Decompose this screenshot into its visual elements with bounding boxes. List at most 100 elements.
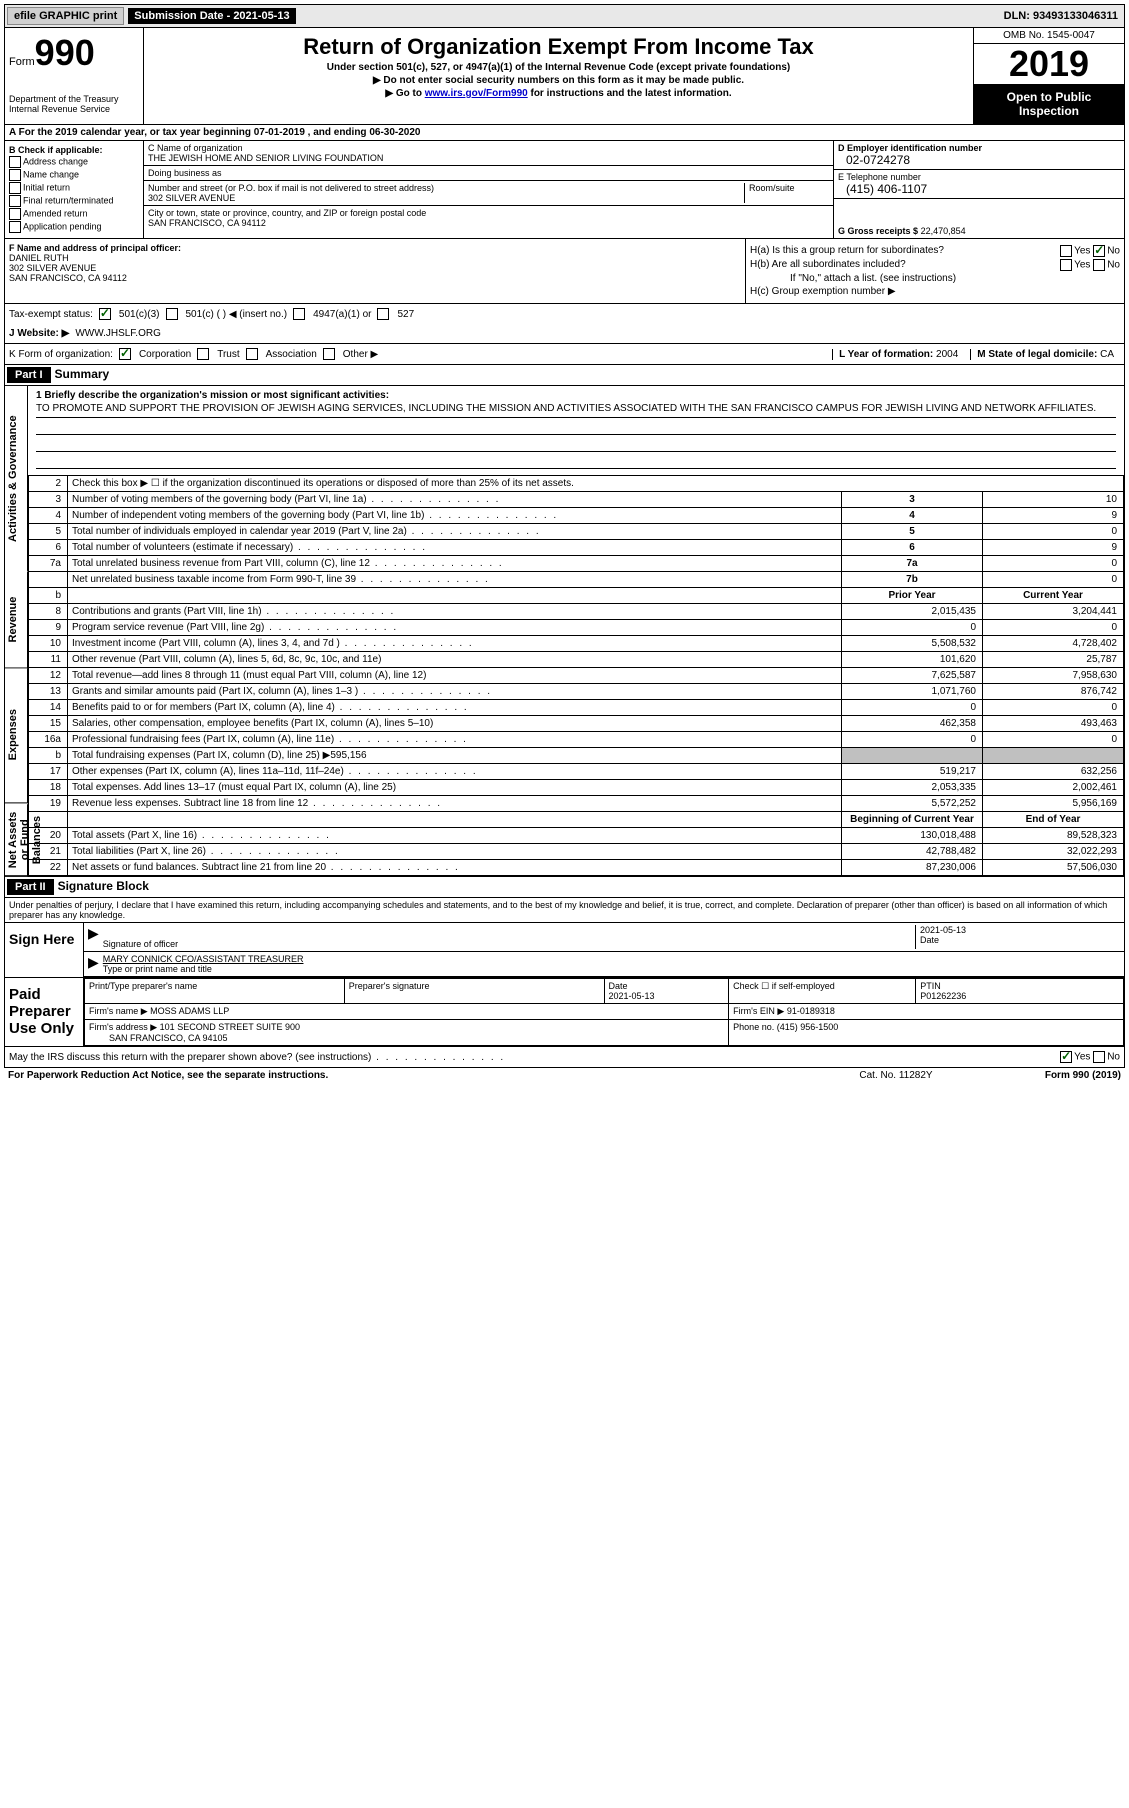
subtitle-3: ▶ Go to www.irs.gov/Form990 for instruct… (148, 88, 969, 99)
cb-final[interactable]: Final return/terminated (9, 195, 139, 207)
col-f-officer: F Name and address of principal officer:… (5, 239, 746, 303)
summary-table-top: 2Check this box ▶ ☐ if the organization … (28, 475, 1124, 876)
ein-label: D Employer identification number (838, 143, 982, 153)
m-value: CA (1100, 349, 1114, 360)
footer-mid: Cat. No. 11282Y (821, 1070, 971, 1081)
city-label: City or town, state or province, country… (148, 208, 829, 218)
cb-address[interactable]: Address change (9, 156, 139, 168)
col-h-group: H(a) Is this a group return for subordin… (746, 239, 1124, 303)
addr-value: 302 SILVER AVENUE (148, 193, 744, 203)
preparer-table: Print/Type preparer's name Preparer's si… (84, 978, 1124, 1046)
room-label: Room/suite (749, 183, 829, 193)
subtitle-1: Under section 501(c), 527, or 4947(a)(1)… (148, 62, 969, 73)
footer-left: For Paperwork Reduction Act Notice, see … (8, 1070, 821, 1081)
efile-button[interactable]: efile GRAPHIC print (7, 7, 124, 25)
cb-discuss-no[interactable] (1093, 1051, 1105, 1063)
irs-link[interactable]: www.irs.gov/Form990 (425, 88, 528, 99)
line1-label: 1 Briefly describe the organization's mi… (36, 390, 389, 401)
col-c-org: C Name of organization THE JEWISH HOME A… (144, 141, 833, 238)
form-number-box: Form990 Department of the Treasury Inter… (5, 28, 144, 124)
m-label: M State of legal domicile: (977, 349, 1097, 360)
officer-name-title: MARY CONNICK CFO/ASSISTANT TREASURER (103, 954, 1120, 964)
tax-exempt-row: Tax-exempt status: 501(c)(3) 501(c) ( ) … (4, 304, 1125, 324)
vert-activities: Activities & Governance (5, 386, 28, 571)
cb-trust[interactable] (197, 348, 209, 360)
footer-right: Form 990 (2019) (971, 1070, 1121, 1081)
cb-501c3[interactable] (99, 308, 111, 320)
paid-preparer-label: Paid Preparer Use Only (5, 978, 84, 1046)
part2-badge: Part II (7, 879, 54, 895)
section-fh: F Name and address of principal officer:… (4, 239, 1125, 304)
cb-501c[interactable] (166, 308, 178, 320)
date-label: Date (920, 935, 1120, 945)
discuss-row: May the IRS discuss this return with the… (5, 1046, 1124, 1067)
cb-corp[interactable] (119, 348, 131, 360)
website-value: WWW.JHSLF.ORG (75, 328, 161, 339)
hb-note: If "No," attach a list. (see instruction… (750, 273, 1120, 284)
part1-header-row: Part I Summary (4, 365, 1125, 386)
arrow-icon: ▶ (88, 925, 99, 949)
cb-initial[interactable]: Initial return (9, 182, 139, 194)
form-prefix: Form (9, 56, 35, 68)
l-label: L Year of formation: (839, 349, 933, 360)
cb-discuss-yes[interactable] (1060, 1051, 1072, 1063)
dba-label: Doing business as (148, 168, 829, 178)
footer: For Paperwork Reduction Act Notice, see … (4, 1068, 1125, 1083)
year-box: OMB No. 1545-0047 2019 Open to Public In… (973, 28, 1124, 124)
cb-other[interactable] (323, 348, 335, 360)
cb-527[interactable] (377, 308, 389, 320)
addr-label: Number and street (or P.O. box if mail i… (148, 183, 744, 193)
declaration: Under penalties of perjury, I declare th… (5, 898, 1124, 922)
officer-addr2: SAN FRANCISCO, CA 94112 (9, 273, 127, 283)
vert-netassets: Net Assets or Fund Balances (5, 804, 28, 876)
gross-label: G Gross receipts $ (838, 226, 918, 236)
cb-assoc[interactable] (246, 348, 258, 360)
tel-label: E Telephone number (838, 172, 1120, 182)
city-value: SAN FRANCISCO, CA 94112 (148, 218, 829, 228)
part1-title: Summary (51, 367, 110, 383)
signature-section: Under penalties of perjury, I declare th… (4, 898, 1125, 1068)
col-d-ein: D Employer identification number 02-0724… (833, 141, 1124, 238)
subtitle-2: ▶ Do not enter social security numbers o… (148, 75, 969, 86)
website-label: J Website: ▶ (9, 328, 69, 339)
part2-title: Signature Block (54, 879, 149, 895)
part2-header-row: Part II Signature Block (4, 877, 1125, 898)
cb-amended[interactable]: Amended return (9, 208, 139, 220)
cb-4947[interactable] (293, 308, 305, 320)
ein-value: 02-0724278 (838, 153, 1120, 167)
tax-exempt-label: Tax-exempt status: (9, 309, 93, 320)
dept-line-2: Internal Revenue Service (9, 104, 139, 114)
cb-application[interactable]: Application pending (9, 221, 139, 233)
open-public: Open to Public Inspection (974, 84, 1124, 124)
omb-number: OMB No. 1545-0047 (974, 28, 1124, 44)
part1-body: Activities & Governance Revenue Expenses… (4, 386, 1125, 877)
line2: Check this box ▶ ☐ if the organization d… (68, 476, 1124, 492)
k-label: K Form of organization: (9, 349, 113, 360)
officer-type-label: Type or print name and title (103, 964, 1120, 974)
officer-label: F Name and address of principal officer: (9, 243, 181, 253)
top-bar: efile GRAPHIC print Submission Date - 20… (4, 4, 1125, 28)
mission-text: TO PROMOTE AND SUPPORT THE PROVISION OF … (36, 403, 1116, 418)
form-title: Return of Organization Exempt From Incom… (148, 34, 969, 60)
l-value: 2004 (936, 349, 958, 360)
dept-line-1: Department of the Treasury (9, 94, 139, 104)
sign-here-label: Sign Here (5, 923, 84, 977)
hc-label: H(c) Group exemption number ▶ (750, 286, 1120, 297)
col-b-header: B Check if applicable: (9, 145, 103, 155)
submission-date: Submission Date - 2021-05-13 (128, 8, 295, 24)
vert-revenue: Revenue (5, 571, 28, 668)
form-header: Form990 Department of the Treasury Inter… (4, 28, 1125, 125)
mission-section: 1 Briefly describe the organization's mi… (28, 386, 1124, 475)
dln: DLN: 93493133046311 (1004, 10, 1122, 22)
org-name: THE JEWISH HOME AND SENIOR LIVING FOUNDA… (148, 153, 829, 163)
row-a-period: A For the 2019 calendar year, or tax yea… (4, 125, 1125, 141)
title-box: Return of Organization Exempt From Incom… (144, 28, 973, 124)
part1-badge: Part I (7, 367, 51, 383)
officer-name: DANIEL RUTH (9, 253, 69, 263)
row-klm: K Form of organization: Corporation Trus… (4, 344, 1125, 365)
org-name-label: C Name of organization (148, 143, 829, 153)
cb-name[interactable]: Name change (9, 169, 139, 181)
tax-year: 2019 (974, 44, 1124, 84)
col-b-checkboxes: B Check if applicable: Address change Na… (5, 141, 144, 238)
sig-date: 2021-05-13 (920, 925, 1120, 935)
